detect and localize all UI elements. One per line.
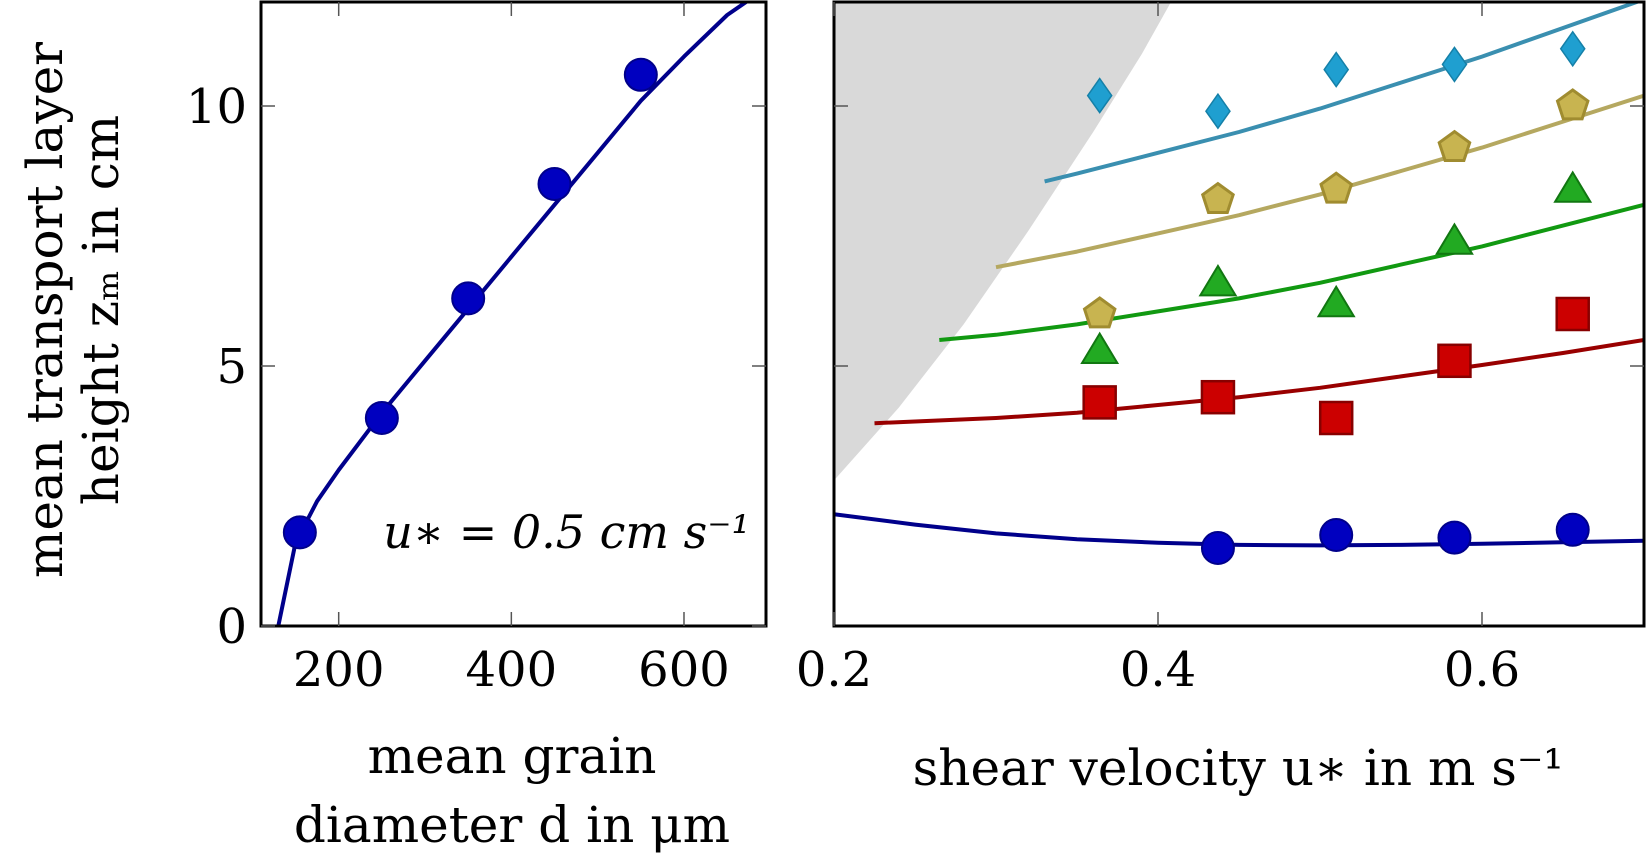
right-series-1-point-0	[1082, 385, 1117, 420]
right-series-0-point-1	[1319, 518, 1354, 552]
right-series-4-point-4	[1559, 30, 1586, 68]
y-axis-title-line1: mean transport layer	[16, 42, 74, 578]
left-annotation: u∗ = 0.5 cm s⁻¹	[383, 505, 750, 559]
right-x-tick-label: 0.2	[796, 642, 872, 698]
left-x-axis-title-line2: diameter d in μm	[294, 796, 730, 854]
right-series-2-point-2	[1316, 284, 1356, 318]
right-x-axis-title: shear velocity u∗ in m s⁻¹	[913, 739, 1564, 797]
right-series-4-point-1	[1205, 92, 1231, 130]
left-x-tick-label: 400	[466, 642, 558, 698]
right-series-0-point-3	[1555, 512, 1590, 547]
right-series-1-point-1	[1200, 379, 1236, 415]
right-series-1-point-3	[1437, 343, 1472, 379]
right-series-3-point-0	[1082, 296, 1117, 329]
left-chart: 200 400 600 0 5 10 u∗ = 0.5 cm s⁻¹ mean grain…	[186, 0, 768, 854]
right-plot-frame	[832, 0, 1646, 628]
right-series-2-point-0	[1080, 331, 1120, 364]
right-series-3-point-3	[1437, 129, 1472, 162]
right-fit-curve-0	[834, 512, 1644, 548]
right-series-2-point-1	[1198, 264, 1238, 297]
left-x-axis-title-line1: mean grain	[368, 727, 657, 785]
right-series-3-point-4	[1555, 88, 1590, 121]
right-series-3-point-1	[1200, 181, 1235, 214]
right-fit-curve-2	[939, 202, 1644, 342]
right-series-0-point-2	[1437, 520, 1472, 555]
right-series-0-point-0	[1200, 531, 1235, 565]
right-chart: 0.2 0.4 0.6 shear velocity u∗ in m s⁻¹	[796, 0, 1646, 797]
right-series-1-point-4	[1555, 296, 1590, 332]
right-fit-curve-1	[874, 338, 1644, 426]
right-x-tick-label: 0.6	[1444, 642, 1520, 698]
right-shaded-region	[834, 2, 1171, 481]
left-fit-curve-0	[276, 2, 748, 626]
right-fit-curve-3	[995, 93, 1644, 270]
right-series-3-point-2	[1319, 171, 1354, 204]
left-y-tick-label: 5	[216, 339, 247, 395]
left-series-0-point-3	[537, 167, 572, 201]
right-fit-curve-4	[1044, 2, 1643, 184]
left-ticks: 200 400 600 0 5 10	[186, 2, 766, 698]
right-series-4-point-2	[1323, 51, 1350, 88]
right-series-2-point-3	[1435, 222, 1474, 255]
right-series-4-point-3	[1441, 46, 1468, 83]
left-plot-frame	[259, 0, 768, 628]
right-series-1-point-2	[1318, 400, 1354, 436]
left-series-0-point-2	[451, 281, 486, 316]
right-series-4-point-0	[1086, 77, 1113, 114]
right-x-tick-label: 0.4	[1120, 642, 1196, 698]
right-ticks: 0.2 0.4 0.6	[796, 2, 1644, 698]
left-series-0-point-4	[623, 57, 658, 92]
left-y-tick-label: 0	[216, 599, 247, 655]
left-series-0-point-1	[364, 401, 399, 435]
left-series-0-point-0	[282, 515, 317, 550]
right-plot-content	[834, 2, 1644, 565]
left-x-tick-label: 200	[293, 642, 385, 698]
left-x-tick-label: 600	[638, 642, 730, 698]
right-plot-area	[834, 2, 1644, 565]
right-series-2-point-4	[1553, 170, 1593, 203]
left-plot-area	[276, 2, 748, 626]
left-y-tick-label: 10	[186, 79, 247, 135]
left-plot-content	[276, 2, 748, 626]
y-axis-title-line2: height zₘ in cm	[72, 115, 130, 505]
